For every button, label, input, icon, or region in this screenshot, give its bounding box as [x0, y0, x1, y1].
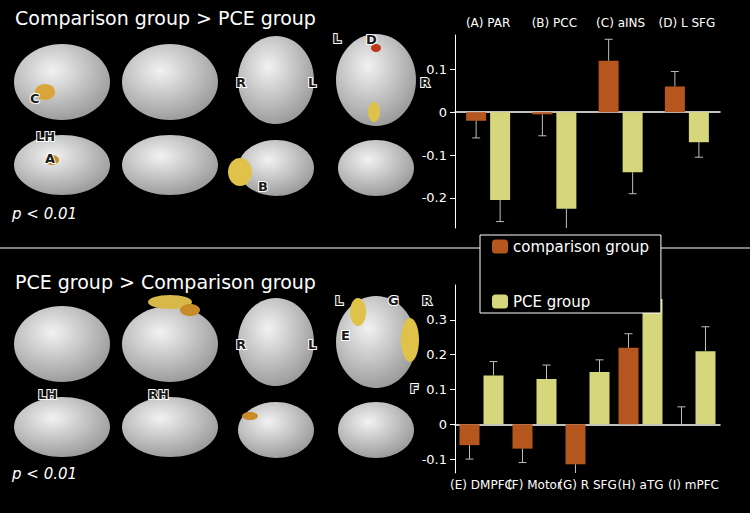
svg-text:0: 0 — [439, 105, 447, 120]
svg-text:(H) aTG: (H) aTG — [617, 478, 663, 492]
svg-text:L: L — [333, 31, 341, 46]
svg-text:RH: RH — [148, 387, 169, 402]
svg-text:p < 0.01: p < 0.01 — [11, 205, 77, 223]
svg-text:(E) DMPFC: (E) DMPFC — [450, 478, 513, 492]
svg-text:(I) mPFC: (I) mPFC — [668, 478, 719, 492]
svg-text:L: L — [308, 337, 316, 352]
svg-text:Comparison group > PCE group: Comparison group > PCE group — [15, 7, 316, 29]
svg-text:R: R — [420, 75, 430, 90]
svg-text:0: 0 — [439, 417, 447, 432]
svg-text:p < 0.01: p < 0.01 — [11, 465, 77, 483]
svg-text:E: E — [341, 328, 350, 343]
svg-text:comparison group: comparison group — [513, 238, 649, 256]
svg-text:(G) R SFG: (G) R SFG — [558, 478, 616, 492]
svg-text:A: A — [45, 151, 55, 166]
svg-text:D: D — [366, 32, 377, 47]
svg-text:LH: LH — [36, 129, 55, 144]
svg-text:(A) PAR: (A) PAR — [466, 16, 510, 30]
svg-text:R: R — [236, 337, 246, 352]
svg-text:(B) PCC: (B) PCC — [532, 16, 577, 30]
svg-text:F: F — [410, 381, 419, 396]
svg-text:(C) aINS: (C) aINS — [596, 16, 645, 30]
svg-text:LH: LH — [38, 387, 57, 402]
svg-text:C: C — [30, 91, 40, 106]
svg-text:(F) Motor: (F) Motor — [507, 478, 562, 492]
svg-text:0.1: 0.1 — [426, 382, 447, 397]
svg-text:G: G — [388, 293, 399, 308]
svg-text:L: L — [308, 75, 316, 90]
svg-text:B: B — [258, 179, 268, 194]
svg-text:-0.2: -0.2 — [422, 190, 447, 205]
svg-text:R: R — [422, 293, 432, 308]
svg-text:0.2: 0.2 — [426, 347, 447, 362]
svg-text:-0.1: -0.1 — [422, 148, 447, 163]
svg-text:R: R — [236, 75, 246, 90]
svg-text:L: L — [335, 293, 343, 308]
svg-text:PCE group: PCE group — [513, 293, 590, 311]
svg-text:0.1: 0.1 — [426, 61, 447, 77]
svg-text:PCE group > Comparison group: PCE group > Comparison group — [15, 271, 316, 293]
svg-text:0.3: 0.3 — [426, 312, 447, 327]
svg-text:-0.1: -0.1 — [422, 452, 447, 467]
svg-text:(D) L SFG: (D) L SFG — [659, 16, 716, 30]
